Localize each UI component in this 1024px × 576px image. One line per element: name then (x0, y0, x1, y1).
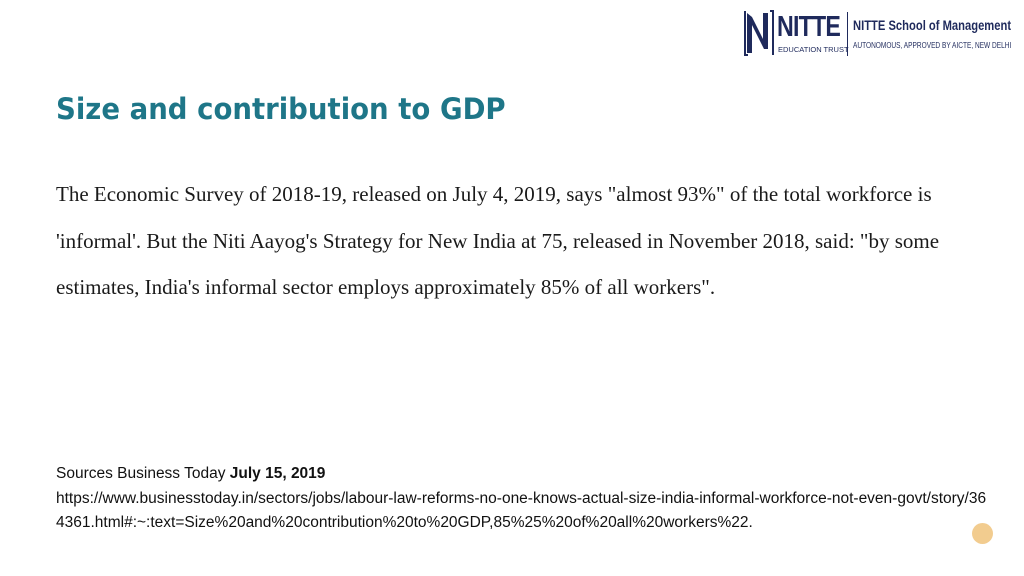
nitte-logo: NITTE EDUCATION TRUST NITTE School of Ma… (744, 9, 1020, 59)
logo-trust-text: EDUCATION TRUST (778, 45, 849, 54)
logo-brand-text: NITTE (777, 11, 841, 43)
sources-date: July 15, 2019 (229, 465, 326, 482)
accent-dot (972, 523, 993, 544)
nitte-emblem-icon (744, 10, 774, 56)
logo-divider (847, 12, 848, 56)
logo-school-name: NITTE School of Management (853, 17, 1012, 33)
logo-approval-text: AUTONOMOUS, APPROVED BY AICTE, NEW DELHI (853, 40, 1012, 50)
sources-url[interactable]: https://www.businesstoday.in/sectors/job… (56, 489, 987, 532)
slide-title: Size and contribution to GDP (56, 92, 506, 126)
body-paragraph: The Economic Survey of 2018-19, released… (56, 182, 940, 299)
sources-block: Sources Business Today July 15, 2019 http… (56, 462, 988, 536)
sources-label: Sources Business Today (56, 465, 226, 482)
